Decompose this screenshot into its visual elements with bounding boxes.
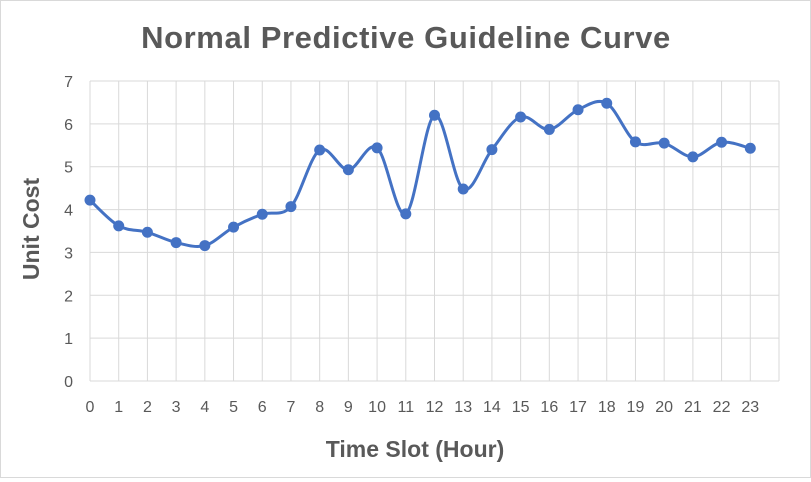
x-tick-label: 21 bbox=[684, 399, 702, 416]
data-point bbox=[228, 221, 240, 233]
x-tick-label: 17 bbox=[569, 399, 587, 416]
data-point bbox=[314, 144, 326, 156]
x-tick-label: 9 bbox=[344, 399, 353, 416]
data-point bbox=[256, 208, 268, 220]
data-point bbox=[170, 237, 182, 249]
data-point bbox=[658, 137, 670, 149]
data-point bbox=[400, 208, 412, 220]
series-line bbox=[88, 99, 752, 248]
gridlines bbox=[89, 80, 780, 381]
x-axis-title: Time Slot (Hour) bbox=[326, 436, 504, 462]
x-tick-label: 1 bbox=[114, 399, 123, 416]
x-tick-label: 15 bbox=[512, 399, 530, 416]
y-tick-label: 1 bbox=[64, 331, 73, 348]
x-tick-label: 4 bbox=[200, 399, 209, 416]
x-tick-label: 0 bbox=[86, 399, 95, 416]
data-point bbox=[572, 104, 584, 116]
x-tick-label: 7 bbox=[287, 399, 296, 416]
data-point bbox=[199, 240, 211, 252]
x-tick-label: 3 bbox=[172, 399, 181, 416]
x-tick-label: 14 bbox=[483, 399, 501, 416]
x-tick-label: 6 bbox=[258, 399, 267, 416]
x-tick-label: 13 bbox=[454, 399, 472, 416]
data-point bbox=[113, 220, 125, 232]
y-tick-label: 7 bbox=[64, 74, 73, 91]
data-point bbox=[141, 226, 153, 238]
x-tick-label: 8 bbox=[315, 399, 324, 416]
y-tick-label: 6 bbox=[64, 117, 73, 134]
x-tick-label: 18 bbox=[598, 399, 616, 416]
x-tick-label: 10 bbox=[368, 399, 386, 416]
data-point bbox=[744, 142, 756, 154]
data-point bbox=[342, 164, 354, 176]
data-point bbox=[543, 123, 555, 135]
data-point bbox=[285, 201, 297, 213]
data-markers bbox=[84, 97, 756, 252]
x-tick-label: 11 bbox=[397, 399, 414, 416]
data-point bbox=[84, 194, 96, 206]
x-tick-label: 16 bbox=[540, 399, 558, 416]
data-point bbox=[429, 109, 440, 121]
x-tick-label: 22 bbox=[713, 399, 731, 416]
data-point bbox=[687, 151, 699, 163]
data-point bbox=[629, 136, 641, 148]
y-tick-label: 5 bbox=[64, 160, 73, 177]
data-point bbox=[486, 144, 498, 156]
x-tick-label: 19 bbox=[627, 399, 645, 416]
x-tick-label: 12 bbox=[426, 399, 444, 416]
data-point bbox=[601, 97, 613, 109]
data-point bbox=[457, 183, 469, 195]
data-point bbox=[716, 136, 728, 148]
data-point bbox=[515, 111, 527, 123]
y-tick-label: 4 bbox=[64, 203, 73, 220]
x-tick-label: 20 bbox=[655, 399, 673, 416]
y-tick-label: 2 bbox=[64, 288, 73, 305]
x-tick-label: 2 bbox=[143, 399, 152, 416]
y-axis-title: Unit Cost bbox=[18, 178, 44, 281]
x-tick-label: 23 bbox=[741, 399, 759, 416]
series-layer bbox=[88, 99, 752, 248]
chart-title: Normal Predictive Guideline Curve bbox=[141, 20, 671, 55]
y-tick-label: 0 bbox=[64, 374, 73, 391]
data-point bbox=[371, 142, 383, 154]
y-tick-label: 3 bbox=[64, 245, 73, 262]
x-tick-label: 5 bbox=[229, 399, 238, 416]
